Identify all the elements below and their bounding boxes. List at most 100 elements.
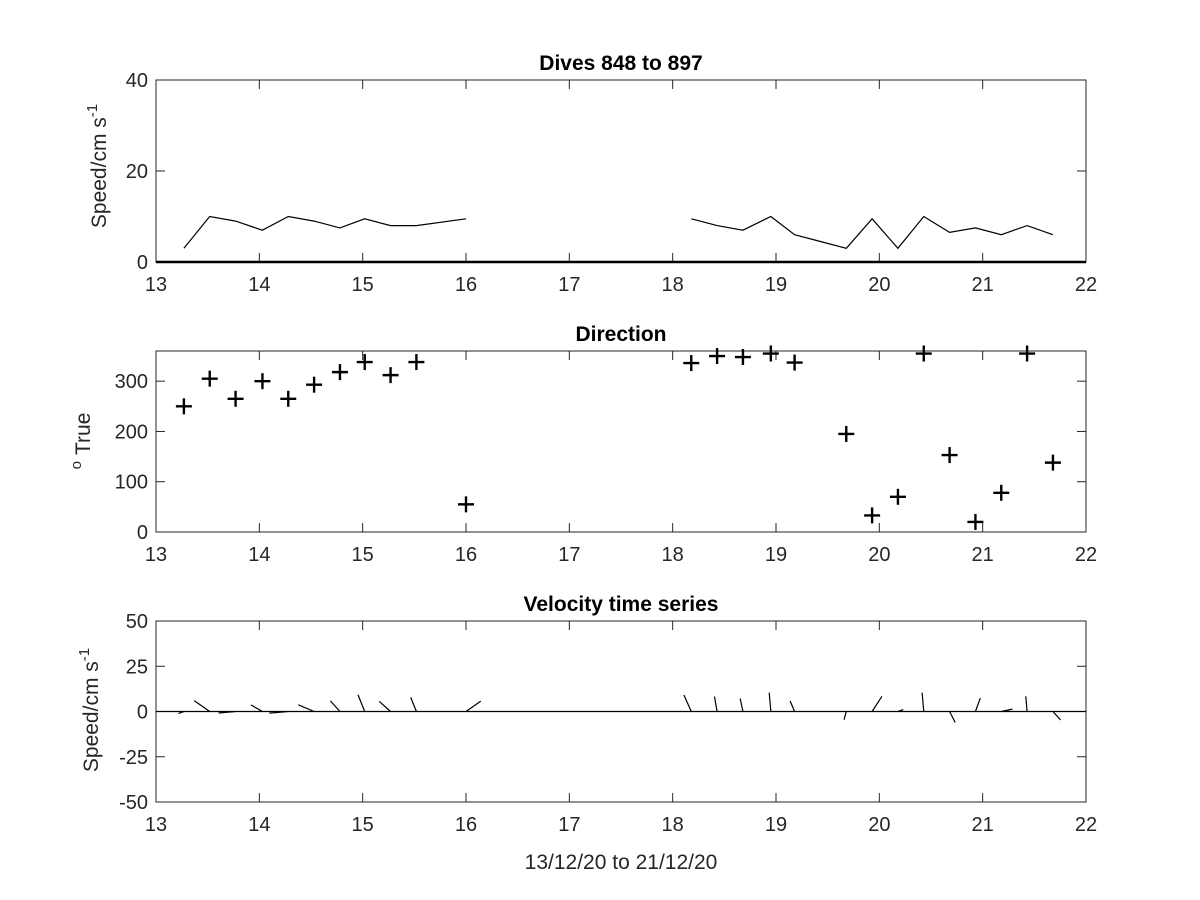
direction-panel-xtick-label: 13 xyxy=(145,544,167,566)
speed-panel: Dives 848 to 897 Speed/cm s-1 13 14 15 16 17… xyxy=(84,52,1097,296)
velocity-panel-xtick-label: 14 xyxy=(248,814,270,836)
velocity-panel-ylabel-superscript: -1 xyxy=(76,648,93,661)
direction-panel-plus-marker xyxy=(967,513,984,530)
direction-panel-plus-marker xyxy=(458,496,474,513)
velocity-panel-velocity-stick xyxy=(843,711,847,720)
direction-panel-title: Direction xyxy=(575,323,666,346)
velocity-panel-ylabel-text: Speed/cm s xyxy=(80,661,103,772)
velocity-panel-velocity-stick xyxy=(178,710,185,715)
velocity-panel-ytick-label: -50 xyxy=(119,792,148,814)
velocity-panel-velocity-stick xyxy=(713,696,718,712)
speed-panel-xtick-label: 19 xyxy=(765,274,787,296)
direction-panel-ytick-label: 0 xyxy=(137,522,148,544)
figure-xlabel: 13/12/20 to 21/12/20 xyxy=(525,851,718,874)
velocity-panel-ytick-label: 50 xyxy=(126,611,148,633)
direction-panel-plus-marker xyxy=(1044,454,1061,471)
direction-panel-xtick-label: 15 xyxy=(352,544,374,566)
speed-panel-ytick-label: 40 xyxy=(126,70,148,92)
velocity-panel-velocity-stick xyxy=(298,704,315,713)
direction-panel-plus-marker xyxy=(306,376,323,393)
direction-panel-plus-marker xyxy=(356,354,373,371)
direction-panel-plus-marker xyxy=(709,348,726,365)
direction-panel-ytick-label: 300 xyxy=(115,371,148,393)
direction-panel-plus-marker xyxy=(1019,345,1036,362)
velocity-panel-velocity-stick xyxy=(739,698,744,712)
velocity-panel-velocity-stick xyxy=(329,700,341,712)
direction-panel-xtick-label: 18 xyxy=(662,544,684,566)
direction-panel-xtick-label: 19 xyxy=(765,544,787,566)
velocity-panel-xtick-label: 15 xyxy=(352,814,374,836)
speed-panel-xtick-label: 15 xyxy=(352,274,374,296)
direction-panel-ylabel: o True xyxy=(68,413,95,470)
direction-panel-plus-marker xyxy=(993,484,1010,501)
velocity-panel-velocity-stick xyxy=(974,697,981,712)
velocity-panel-velocity-stick xyxy=(193,700,211,712)
direction-panel-plus-marker xyxy=(331,364,348,381)
velocity-panel-xtick-label: 17 xyxy=(558,814,580,836)
velocity-panel-velocity-stick xyxy=(218,710,236,714)
direction-panel-plus-marker xyxy=(889,488,906,505)
velocity-panel-ylabel: Speed/cm s-1 xyxy=(76,648,103,772)
speed-panel-xtick-label: 14 xyxy=(248,274,270,296)
velocity-panel-velocity-stick xyxy=(921,692,925,712)
direction-panel-plus-marker xyxy=(786,354,803,371)
speed-panel-xtick-label: 20 xyxy=(868,274,890,296)
speed-panel-ylabel-superscript: -1 xyxy=(84,104,101,117)
velocity-panel-velocity-stick xyxy=(871,696,883,712)
direction-panel-plus-marker xyxy=(683,355,700,372)
direction-panel-plus-marker xyxy=(201,370,218,387)
direction-panel: Direction o True 13 14 15 16 17 18 19 20 21 22 0 100… xyxy=(68,323,1097,566)
direction-panel-xtick-label: 16 xyxy=(455,544,477,566)
direction-panel-ytick-label: 200 xyxy=(115,421,148,443)
direction-panel-plus-marker xyxy=(838,425,855,442)
velocity-panel-xtick-label: 16 xyxy=(455,814,477,836)
velocity-panel-velocity-stick xyxy=(1025,696,1028,712)
velocity-panel-xtick-label: 20 xyxy=(868,814,890,836)
direction-panel-plus-marker xyxy=(941,447,958,464)
velocity-panel-velocity-stick xyxy=(949,711,956,723)
velocity-panel-velocity-stick xyxy=(269,710,289,714)
velocity-panel-velocity-stick xyxy=(250,704,263,713)
speed-panel-xtick-label: 21 xyxy=(972,274,994,296)
direction-panel-plus-marker xyxy=(254,373,271,390)
direction-panel-ylabel-text: True xyxy=(72,413,95,455)
velocity-panel-velocity-stick xyxy=(897,708,904,713)
direction-panel-xtick-label: 21 xyxy=(972,544,994,566)
speed-panel-ylabel-text: Speed/cm s xyxy=(88,117,111,228)
velocity-panel-velocity-stick xyxy=(1001,708,1013,713)
velocity-panel-velocity-stick xyxy=(1052,711,1062,721)
direction-panel-xtick-label: 20 xyxy=(868,544,890,566)
speed-panel-title: Dives 848 to 897 xyxy=(539,52,702,75)
speed-panel-ytick-label: 20 xyxy=(126,161,148,183)
speed-panel-series-line-0 xyxy=(183,215,467,249)
direction-panel-xtick-label: 22 xyxy=(1075,544,1097,566)
direction-panel-xtick-label: 17 xyxy=(558,544,580,566)
velocity-panel-velocity-stick xyxy=(768,692,772,712)
velocity-panel-ytick-label: 25 xyxy=(126,656,148,678)
velocity-panel-ytick-label: -25 xyxy=(119,747,148,769)
velocity-panel-xtick-label: 22 xyxy=(1075,814,1097,836)
speed-panel-ytick-label: 0 xyxy=(137,252,148,274)
direction-panel-ylabel-superscript: o xyxy=(68,461,85,469)
velocity-panel-xtick-label: 18 xyxy=(662,814,684,836)
direction-panel-ytick-label: 100 xyxy=(115,472,148,494)
velocity-panel-velocity-stick xyxy=(410,697,417,712)
velocity-panel-xtick-label: 13 xyxy=(145,814,167,836)
direction-panel-plus-marker xyxy=(734,349,751,366)
direction-panel-plus-marker xyxy=(762,345,779,362)
velocity-panel-velocity-stick xyxy=(683,694,692,712)
speed-panel-ylabel: Speed/cm s-1 xyxy=(84,104,111,228)
direction-panel-xtick-label: 14 xyxy=(248,544,270,566)
direction-panel-plus-marker xyxy=(864,507,881,524)
direction-panel-plus-marker xyxy=(280,390,297,407)
velocity-panel-velocity-stick xyxy=(378,700,391,712)
direction-panel-plus-marker xyxy=(175,398,192,415)
velocity-panel-velocity-stick xyxy=(789,700,796,712)
velocity-panel-velocity-stick xyxy=(465,700,482,712)
speed-panel-xtick-label: 17 xyxy=(558,274,580,296)
velocity-panel-xtick-label: 19 xyxy=(765,814,787,836)
velocity-panel-title: Velocity time series xyxy=(524,593,719,616)
speed-panel-series-line-1 xyxy=(691,215,1054,250)
